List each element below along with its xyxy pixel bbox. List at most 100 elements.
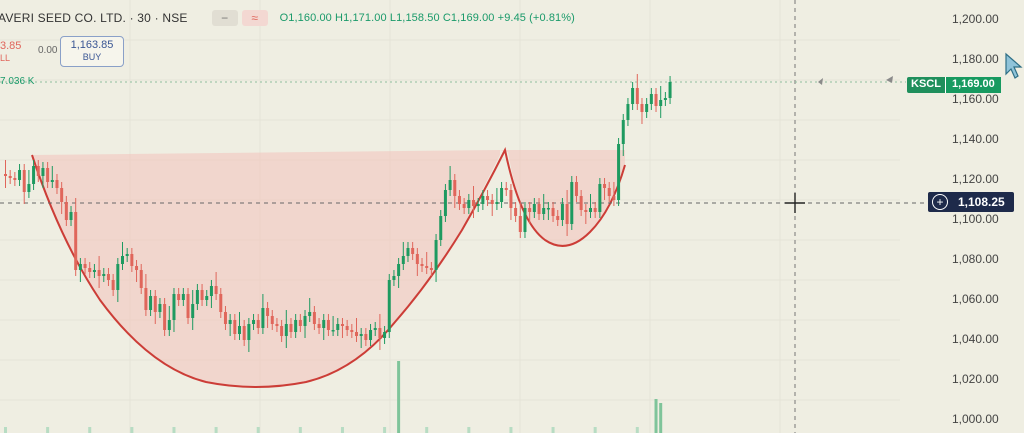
price-axis-label: 1,200.00	[952, 12, 999, 26]
tag-symbol: KSCL	[907, 77, 945, 93]
volume-bar	[214, 427, 218, 433]
candle-body	[106, 274, 110, 280]
volume-bar	[172, 427, 176, 433]
candle-body	[50, 180, 54, 182]
volume-bar	[551, 427, 555, 433]
candle-body	[69, 212, 73, 220]
candle-body	[509, 190, 513, 208]
candle-body	[645, 104, 649, 112]
candle-body	[621, 120, 625, 144]
volume-label: 7.036 K	[0, 76, 35, 87]
buy-price: 1,163.85	[70, 39, 114, 51]
candle-body	[308, 312, 312, 316]
candle-body	[32, 166, 36, 184]
candle-body	[364, 334, 368, 340]
candle-body	[172, 294, 176, 320]
volume-bar	[383, 427, 387, 433]
candle-body	[411, 248, 415, 254]
candle-body	[317, 324, 321, 328]
candle-body	[92, 270, 96, 272]
sell-price[interactable]: 3.85	[0, 40, 22, 52]
volume-bar	[4, 427, 7, 433]
candle-body	[163, 304, 167, 330]
candle-body	[462, 204, 466, 208]
candle-body	[570, 182, 574, 224]
candle-body	[242, 326, 246, 340]
candle-body	[345, 326, 349, 330]
wave-icon[interactable]: ≈	[241, 10, 268, 26]
volume-bar	[340, 427, 344, 433]
candle-body	[659, 100, 663, 106]
candle-body	[233, 320, 237, 334]
candle-body	[457, 196, 461, 204]
sell-label[interactable]: LL	[0, 53, 11, 63]
cup-and-handle-line	[31, 146, 626, 388]
symbol-title: AVERI SEED CO. LTD. · 30 · NSE	[0, 11, 188, 25]
volume-bar	[397, 361, 401, 433]
candle-body	[387, 280, 391, 332]
candle-body	[439, 216, 443, 240]
ohlc-readout: O1,160.00 H1,171.00 L1,158.50 C1,169.00 …	[279, 12, 575, 24]
candle-body	[153, 296, 157, 312]
candle-body	[500, 188, 504, 202]
candle-body	[303, 316, 307, 326]
price-axis-label: 1,120.00	[952, 172, 999, 186]
candle-body	[200, 290, 204, 300]
price-axis-label: 1,160.00	[952, 92, 999, 106]
crosshair-value: 1,108.25	[958, 195, 1005, 209]
candle-body	[528, 208, 532, 212]
candle-body	[261, 308, 265, 328]
candle-body	[415, 254, 419, 264]
candle-body	[617, 144, 621, 200]
candle-body	[205, 296, 209, 300]
candle-body	[74, 212, 78, 270]
candle-body	[603, 184, 607, 188]
last-price-tag: KSCL 1,169.00	[907, 77, 1001, 93]
candle-body	[247, 324, 251, 340]
candle-body	[443, 190, 447, 216]
candle-body	[359, 334, 363, 336]
candle-body	[195, 290, 199, 304]
price-axis-label: 1,040.00	[952, 332, 999, 346]
minus-icon[interactable]: −	[211, 10, 238, 26]
candle-body	[406, 248, 410, 256]
candle-body	[589, 208, 592, 212]
candle-body	[523, 208, 527, 232]
tag-price: 1,169.00	[944, 77, 1001, 93]
price-axis-label: 1,140.00	[952, 132, 999, 146]
candle-body	[326, 320, 330, 330]
plus-icon[interactable]: +	[932, 194, 948, 210]
price-axis-label: 1,020.00	[952, 372, 999, 386]
candle-body	[102, 274, 106, 276]
candle-body	[495, 202, 499, 204]
volume-bar	[635, 427, 639, 433]
candle-body	[373, 328, 377, 330]
candle-body	[13, 178, 17, 180]
buy-button[interactable]: 1,163.85 BUY	[60, 36, 124, 67]
volume-bar	[654, 399, 658, 433]
candle-body	[542, 208, 546, 214]
candle-body	[476, 204, 480, 206]
candle-body	[64, 202, 68, 220]
handle-pattern-fill	[500, 150, 625, 246]
crosshair-price-tag: + 1,108.25	[928, 192, 1014, 212]
candle-body	[481, 196, 485, 204]
volume-bar	[425, 427, 429, 433]
candle-body	[378, 328, 382, 338]
candle-body	[294, 320, 298, 332]
candle-body	[649, 94, 653, 104]
price-axis-label: 1,060.00	[952, 292, 999, 306]
candle-body	[116, 264, 120, 290]
candle-body	[135, 266, 139, 270]
candle-body	[78, 264, 82, 270]
chart-header: AVERI SEED CO. LTD. · 30 · NSE − ≈ O1,16…	[0, 8, 575, 28]
candle-body	[504, 188, 508, 190]
buy-label: BUY	[82, 52, 102, 62]
candle-body	[355, 332, 358, 336]
candle-body	[125, 254, 129, 256]
candle-body	[429, 268, 433, 270]
candle-body	[181, 294, 185, 300]
candle-body	[88, 268, 92, 272]
